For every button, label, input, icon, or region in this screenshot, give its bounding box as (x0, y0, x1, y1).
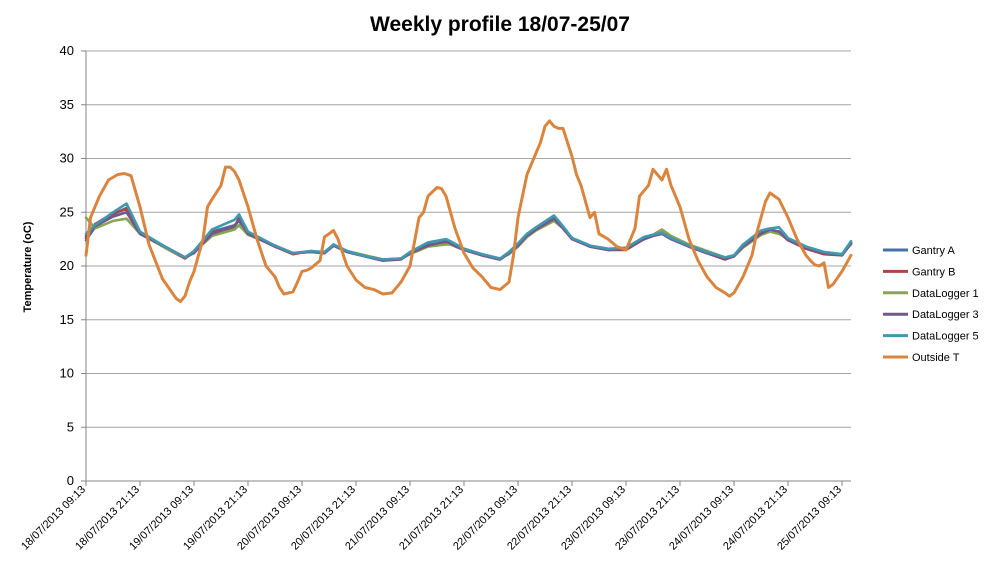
y-tick-label: 30 (60, 151, 74, 166)
legend: Gantry A Gantry B DataLogger 1 DataLogger 3… (883, 245, 979, 364)
y-tick-label: 35 (60, 97, 74, 112)
legend-label-datalogger-5: DataLogger 5 (912, 331, 979, 343)
gridlines (86, 50, 851, 428)
legend-label-gantry-a: Gantry A (912, 245, 955, 257)
y-tick-label: 20 (60, 258, 74, 273)
y-tick-label: 25 (60, 204, 74, 219)
legend-label-gantry-b: Gantry B (912, 266, 955, 278)
y-tick-label: 5 (67, 419, 74, 434)
series-line-outside-t (84, 119, 853, 303)
axes (81, 50, 851, 486)
legend-label-datalogger-3: DataLogger 3 (912, 309, 979, 321)
y-tick-label: 10 (60, 366, 74, 381)
chart-title: Weekly profile 18/07-25/07 (370, 13, 630, 36)
y-tick-label: 0 (67, 473, 74, 488)
legend-label-datalogger-1: DataLogger 1 (912, 288, 979, 300)
y-tick-label: 15 (60, 312, 74, 327)
y-tick-labels: 0 5 10 15 20 25 30 35 40 (60, 43, 74, 488)
series-lines (84, 119, 853, 303)
legend-label-outside-t: Outside T (912, 352, 960, 364)
series-line-datalogger-5 (84, 202, 853, 261)
y-tick-label: 40 (60, 43, 74, 58)
y-axis-label: Temperature (oC) (22, 221, 34, 312)
